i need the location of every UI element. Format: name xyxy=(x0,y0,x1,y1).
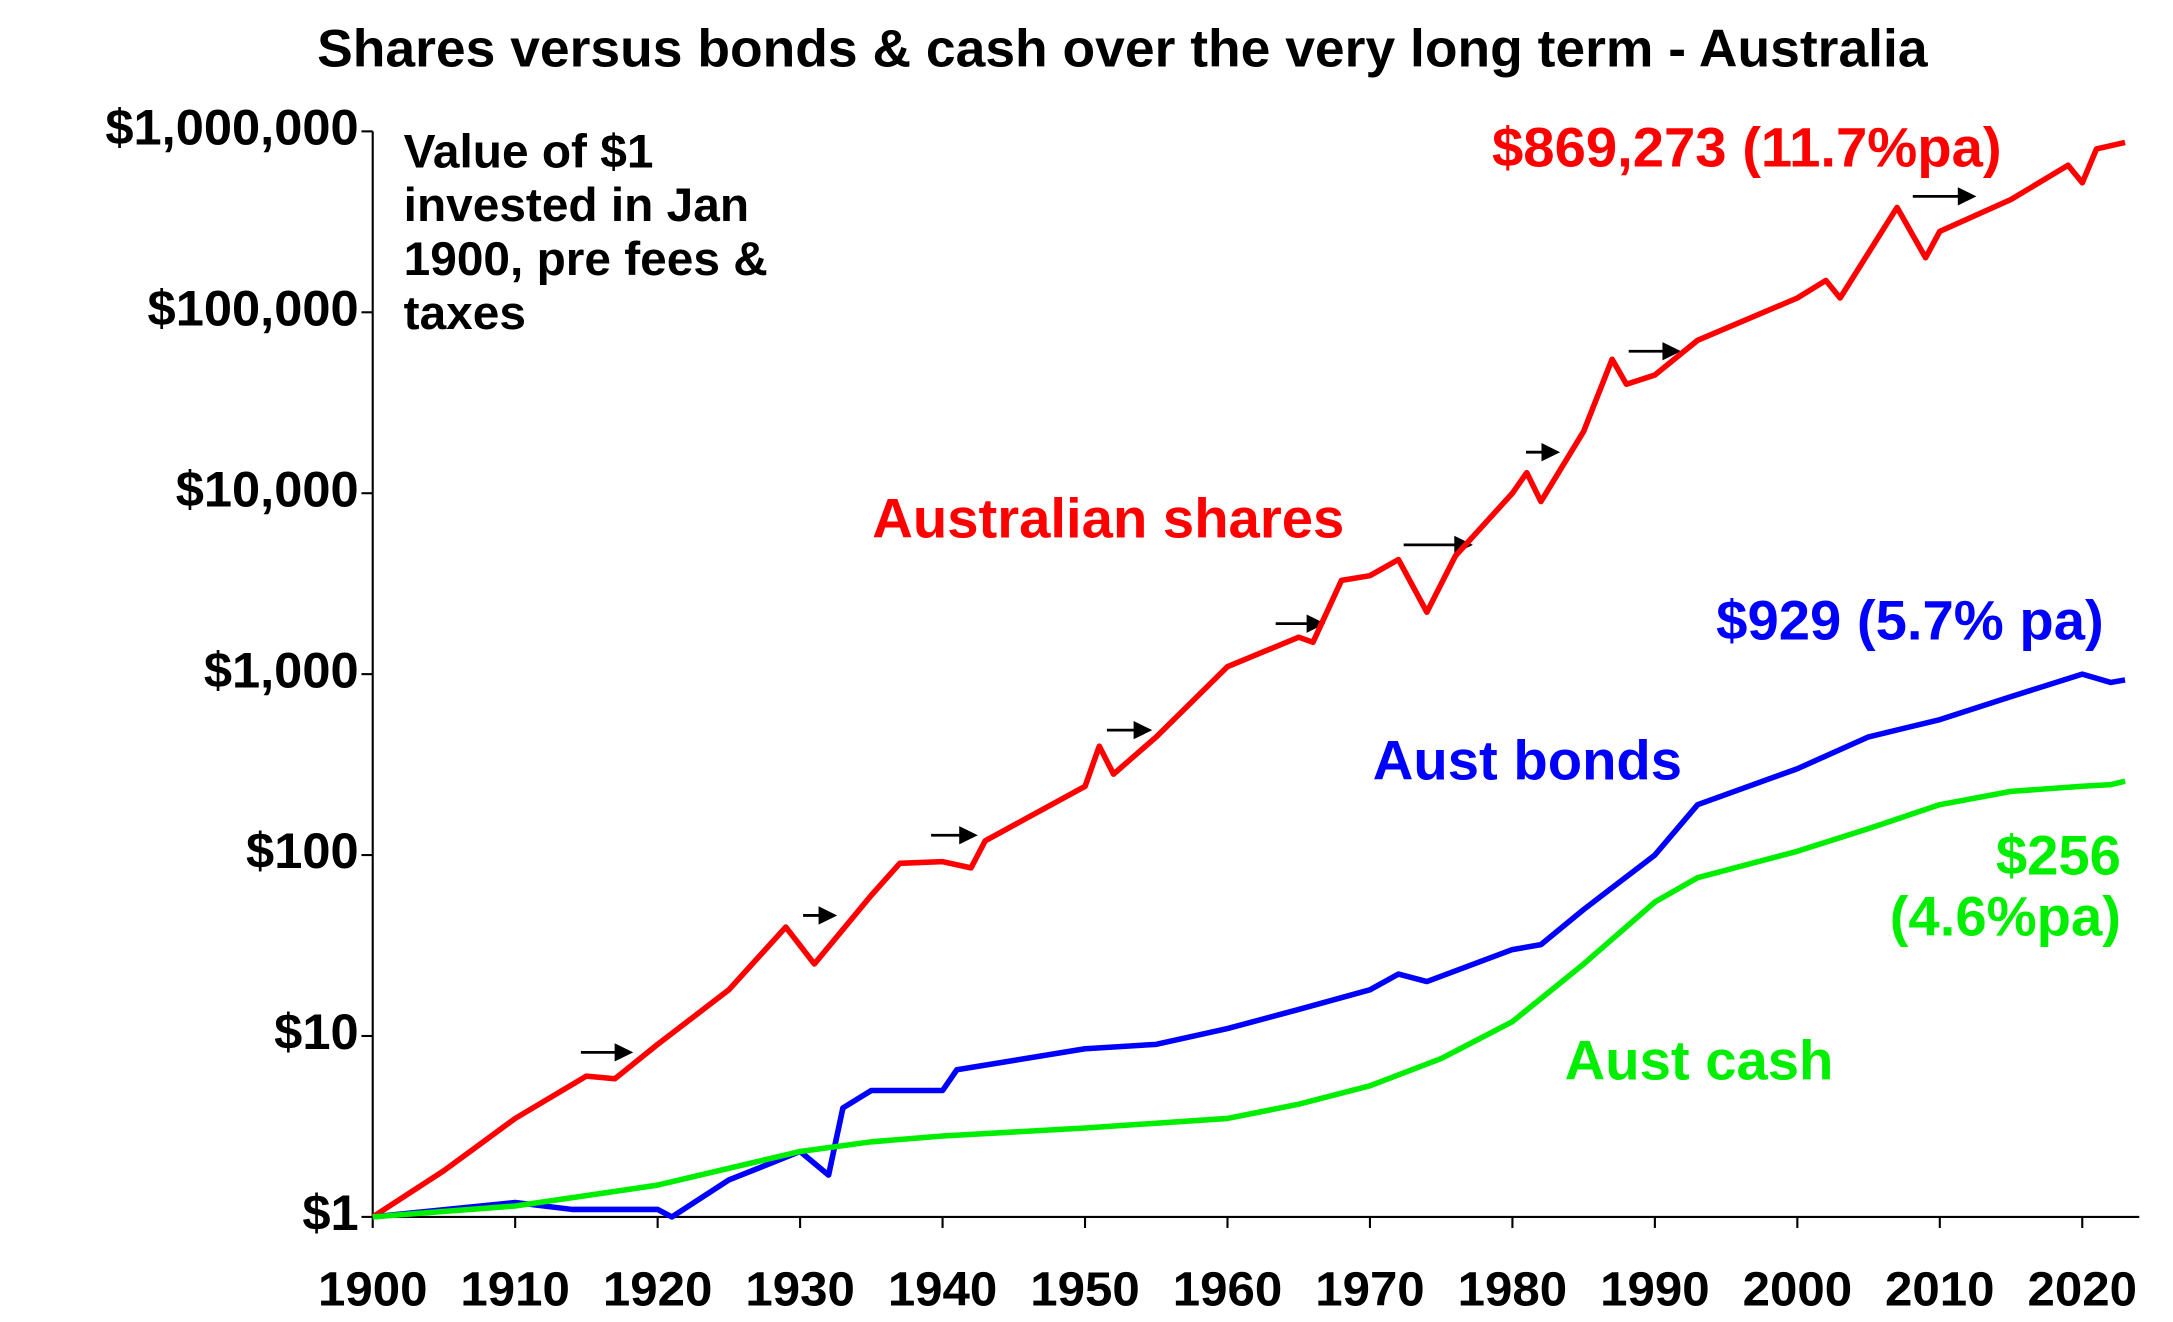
series-label: Aust cash xyxy=(1565,1030,1834,1091)
x-tick-label: 2010 xyxy=(1885,1263,1994,1317)
series-line xyxy=(371,139,2126,1220)
y-tick-label: $1,000,000 xyxy=(105,100,358,156)
y-tick-label: $100,000 xyxy=(148,281,359,337)
series-line xyxy=(372,778,2126,1220)
x-tick-label: 1910 xyxy=(460,1263,569,1317)
x-tick-label: 1950 xyxy=(1030,1263,1139,1317)
x-tick-label: 1960 xyxy=(1173,1263,1282,1317)
end-label: $929 (5.7% pa) xyxy=(1716,590,2104,651)
series-label: Australian shares xyxy=(872,488,1344,549)
x-tick-label: 2000 xyxy=(1743,1263,1852,1317)
x-tick-label: 1940 xyxy=(888,1263,997,1317)
y-tick-label: $1,000 xyxy=(204,643,359,699)
note: Value of $1 xyxy=(404,126,654,179)
y-tick-label: $10 xyxy=(274,1005,358,1061)
x-tick-label: 1980 xyxy=(1458,1263,1567,1317)
note: taxes xyxy=(404,287,526,340)
series-label: Aust bonds xyxy=(1373,730,1682,791)
y-tick-label: $10,000 xyxy=(176,462,359,518)
x-tick-label: 1970 xyxy=(1315,1263,1424,1317)
x-tick-label: 1900 xyxy=(318,1263,427,1317)
end-label: (4.6%pa) xyxy=(1890,886,2121,947)
note: invested in Jan xyxy=(404,180,749,233)
x-tick-label: 1920 xyxy=(603,1263,712,1317)
x-tick-label: 1930 xyxy=(745,1263,854,1317)
chart-title: Shares versus bonds & cash over the very… xyxy=(317,20,1928,78)
end-label: $256 xyxy=(1996,825,2121,886)
x-tick-label: 2020 xyxy=(2028,1263,2137,1317)
y-tick-label: $100 xyxy=(246,824,359,880)
series-line xyxy=(372,671,2126,1220)
note: 1900, pre fees & xyxy=(404,234,768,287)
end-label: $869,273 (11.7%pa) xyxy=(1492,117,2002,178)
x-tick-label: 1990 xyxy=(1600,1263,1709,1317)
arrows xyxy=(580,187,1977,1062)
y-tick-label: $1 xyxy=(302,1185,358,1241)
